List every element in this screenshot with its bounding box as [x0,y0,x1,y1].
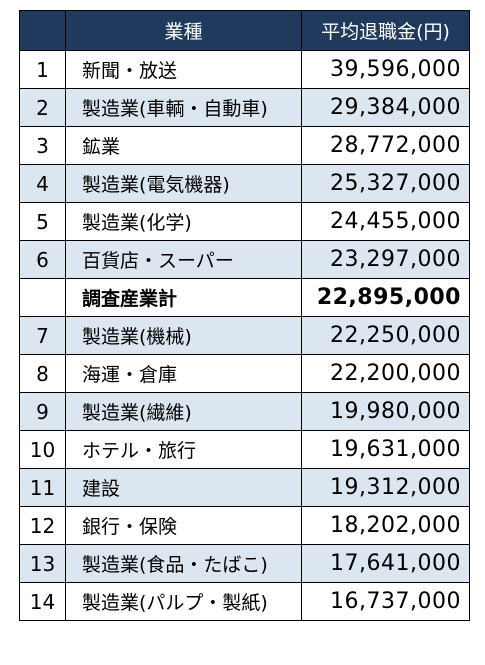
table-row: 12 銀行・保険 18,202,000 [19,506,470,545]
rank-cell: 6 [19,240,66,279]
amount-cell: 18,202,000 [301,506,470,545]
table-header: 業種 平均退職金(円) [19,10,470,51]
rank-cell: 1 [19,50,66,89]
rank-cell: 13 [19,544,66,583]
rank-cell: 2 [19,88,66,127]
rank-cell: 14 [19,582,66,621]
industry-cell: 製造業(化学) [65,202,302,241]
industry-cell: 建設 [65,468,302,507]
table-row: 14 製造業(パルプ・製紙) 16,737,000 [19,582,470,621]
amount-cell: 22,895,000 [301,278,470,317]
amount-cell: 16,737,000 [301,582,470,621]
rank-cell: 10 [19,430,66,469]
industry-cell: 新聞・放送 [65,50,302,89]
rank-cell [19,278,66,317]
header-average-allowance: 平均退職金(円) [301,10,470,51]
rank-cell: 5 [19,202,66,241]
table-row: 2 製造業(車輌・自動車) 29,384,000 [19,88,470,127]
rank-cell: 7 [19,316,66,355]
industry-cell: 製造業(食品・たばこ) [65,544,302,583]
amount-cell: 19,980,000 [301,392,470,431]
amount-cell: 23,297,000 [301,240,470,279]
table-row: 1 新聞・放送 39,596,000 [19,50,470,89]
table-row-total: 調査産業計 22,895,000 [19,278,470,317]
header-industry: 業種 [65,10,302,51]
rank-cell: 12 [19,506,66,545]
amount-cell: 25,327,000 [301,164,470,203]
amount-cell: 19,312,000 [301,468,470,507]
table-row: 7 製造業(機械) 22,250,000 [19,316,470,355]
industry-cell: 調査産業計 [65,278,302,317]
amount-cell: 19,631,000 [301,430,470,469]
amount-cell: 29,384,000 [301,88,470,127]
rank-cell: 4 [19,164,66,203]
amount-cell: 17,641,000 [301,544,470,583]
table-container: 業種 平均退職金(円) 1 新聞・放送 39,596,000 2 製造業(車輌・自動車)… [19,10,470,621]
header-rank [19,10,66,51]
table-body: 1 新聞・放送 39,596,000 2 製造業(車輌・自動車) 29,384,000 3 鉱… [19,50,470,621]
industry-cell: 鉱業 [65,126,302,165]
industry-cell: 製造業(機械) [65,316,302,355]
amount-cell: 22,250,000 [301,316,470,355]
table-row: 11 建設 19,312,000 [19,468,470,507]
amount-cell: 24,455,000 [301,202,470,241]
amount-cell: 39,596,000 [301,50,470,89]
rank-cell: 8 [19,354,66,393]
rank-cell: 9 [19,392,66,431]
table-row: 5 製造業(化学) 24,455,000 [19,202,470,241]
industry-cell: 百貨店・スーパー [65,240,302,279]
amount-cell: 28,772,000 [301,126,470,165]
industry-cell: 製造業(繊維) [65,392,302,431]
industry-cell: 銀行・保険 [65,506,302,545]
table-row: 9 製造業(繊維) 19,980,000 [19,392,470,431]
industry-cell: ホテル・旅行 [65,430,302,469]
table-row: 8 海運・倉庫 22,200,000 [19,354,470,393]
table-row: 3 鉱業 28,772,000 [19,126,470,165]
industry-cell: 製造業(パルプ・製紙) [65,582,302,621]
rank-cell: 3 [19,126,66,165]
table-row: 13 製造業(食品・たばこ) 17,641,000 [19,544,470,583]
table-row: 6 百貨店・スーパー 23,297,000 [19,240,470,279]
table-row: 4 製造業(電気機器) 25,327,000 [19,164,470,203]
amount-cell: 22,200,000 [301,354,470,393]
table-row: 10 ホテル・旅行 19,631,000 [19,430,470,469]
industry-cell: 製造業(電気機器) [65,164,302,203]
header-row: 業種 平均退職金(円) [19,10,470,51]
industry-cell: 海運・倉庫 [65,354,302,393]
retirement-allowance-table: 業種 平均退職金(円) 1 新聞・放送 39,596,000 2 製造業(車輌・自動車)… [19,10,470,621]
industry-cell: 製造業(車輌・自動車) [65,88,302,127]
rank-cell: 11 [19,468,66,507]
